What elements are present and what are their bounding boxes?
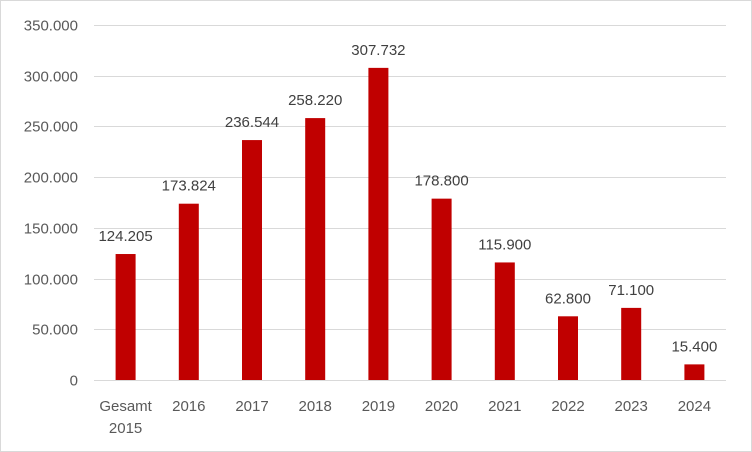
data-label: 178.800 (414, 173, 468, 190)
bar (621, 307, 642, 380)
x-tick-label: Gesamt 2015 (99, 398, 152, 437)
x-tick-label: 2020 (425, 398, 458, 415)
bar (431, 198, 452, 380)
x-tick-label: 2022 (551, 398, 584, 415)
bar (684, 364, 705, 380)
y-tick-label: 200.000 (24, 170, 78, 187)
x-axis-tick-labels: Gesamt 2015 2016 2017 2018 2019 2020 2021 2022 20… (99, 398, 711, 437)
y-tick-label: 350.000 (24, 18, 78, 35)
bar (178, 203, 199, 380)
x-tick-label: 2024 (678, 398, 711, 415)
data-label: 62.800 (545, 290, 591, 307)
bar (242, 140, 262, 380)
x-tick-label: 2017 (235, 398, 268, 415)
bar (558, 316, 578, 380)
data-label: 124.205 (98, 228, 152, 245)
y-tick-label: 50.000 (32, 322, 78, 339)
data-label: 173.824 (162, 178, 216, 195)
y-tick-label: 250.000 (24, 119, 78, 136)
y-tick-label: 150.000 (24, 221, 78, 238)
data-label: 258.220 (288, 92, 342, 109)
data-label: 15.400 (671, 338, 717, 355)
bar (305, 118, 326, 381)
y-axis-tick-labels: 0 50.000 100.000 150.000 200.000 250.000 300.0… (24, 18, 78, 390)
data-label: 71.100 (608, 282, 654, 299)
bars (115, 67, 705, 381)
data-labels: 124.205 173.824 236.544 258.220 307.732 178.8… (98, 42, 717, 356)
y-tick-label: 0 (70, 373, 78, 390)
bar (368, 67, 389, 380)
x-tick-label: 2016 (172, 398, 205, 415)
x-tick-label: 2021 (488, 398, 521, 415)
data-label: 236.544 (225, 114, 279, 131)
bar (115, 254, 136, 380)
x-tick-label: 2019 (362, 398, 395, 415)
x-tick-label: 2018 (299, 398, 332, 415)
bar (494, 262, 515, 380)
data-label: 115.900 (478, 236, 531, 253)
y-tick-label: 100.000 (24, 272, 78, 289)
y-tick-label: 300.000 (24, 69, 78, 86)
gridlines (94, 25, 726, 381)
x-tick-label: 2023 (615, 398, 648, 415)
data-label: 307.732 (351, 42, 405, 59)
